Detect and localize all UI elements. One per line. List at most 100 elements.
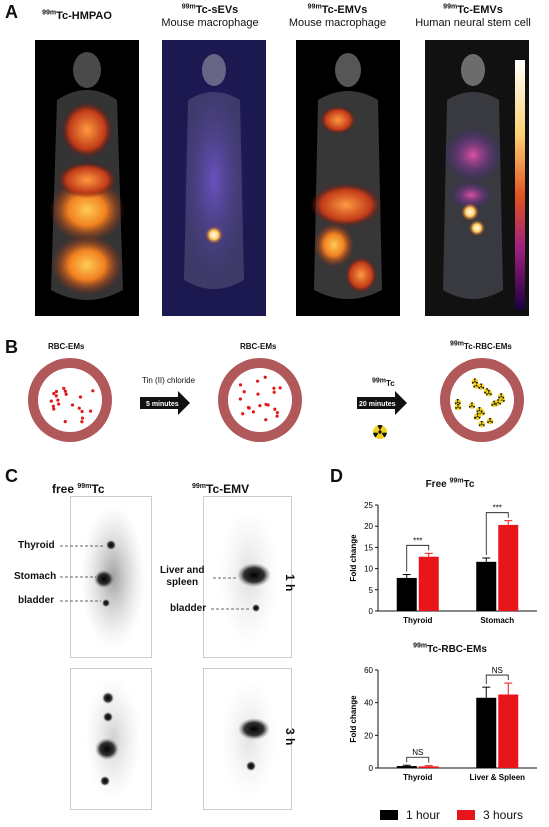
cell3-label: 99mTc-RBC-EMs xyxy=(450,340,512,351)
y-tick-label: 20 xyxy=(364,731,373,740)
bar xyxy=(498,694,519,768)
membrane-particle xyxy=(238,397,242,401)
membrane-particle xyxy=(255,379,260,383)
bar xyxy=(498,524,519,611)
significance-bracket xyxy=(485,512,509,555)
radiation-particle xyxy=(494,399,502,406)
sevs-scan-image xyxy=(162,40,266,316)
step2-time: 20 minutes xyxy=(359,401,396,408)
membrane-particle xyxy=(63,419,67,424)
y-tick-label: 0 xyxy=(369,764,374,773)
membrane-particle xyxy=(263,375,267,379)
membrane-particle xyxy=(54,389,59,394)
radiation-particle xyxy=(478,383,485,390)
free-tc-3h-image xyxy=(70,668,152,810)
membrane-particle xyxy=(52,391,56,396)
significance-bracket xyxy=(485,674,509,685)
legend-swatch-3-hours xyxy=(457,810,475,820)
y-tick-label: 25 xyxy=(364,501,373,510)
radiation-particle xyxy=(454,403,462,411)
significance-label: NS xyxy=(492,666,503,675)
membrane-particle xyxy=(275,414,279,418)
membrane-particle xyxy=(272,390,276,394)
category-label: Liver & Spleen xyxy=(469,773,525,782)
membrane-particle xyxy=(57,402,61,406)
cell1-label: RBC-EMs xyxy=(48,342,85,351)
chart-free-tc: 0 5 10 15 20 25 Fold change *** Thyroid *** Stomac… xyxy=(349,501,537,625)
significance-label: *** xyxy=(493,504,502,513)
legend-item-1-hour: 1 hour xyxy=(380,808,440,822)
col1-title: free 99mTc xyxy=(52,482,105,496)
panel-b-diagram xyxy=(28,358,524,442)
panel-b-letter: B xyxy=(5,337,18,357)
step1-time: 5 minutes xyxy=(146,401,179,408)
membrane-particle xyxy=(251,410,255,414)
panel-d-letter: D xyxy=(330,466,343,486)
col2-title: 99mTc-EMV xyxy=(192,482,250,496)
significance-bracket xyxy=(406,756,430,763)
chart1-title: Free 99mTc xyxy=(425,477,475,490)
radiation-icon xyxy=(373,424,387,439)
bar xyxy=(418,556,439,611)
membrane-particle xyxy=(63,389,67,393)
legend-swatch-1-hour xyxy=(380,810,398,820)
membrane-particle xyxy=(52,407,56,411)
membrane-particle xyxy=(242,390,246,394)
y-axis-label: Fold change xyxy=(349,695,358,743)
radiation-particle xyxy=(474,413,481,420)
membrane-particle xyxy=(78,395,83,399)
step2-reagent: 99mTc xyxy=(372,377,395,388)
y-tick-label: 0 xyxy=(369,607,374,616)
step1-reagent: Tin (II) chloride xyxy=(142,376,196,385)
category-label: Thyroid xyxy=(403,773,432,782)
membrane-particle xyxy=(77,406,81,410)
panel-a-title-4: 99mTc-EMVs Human neural stem cell xyxy=(415,3,531,29)
category-label: Stomach xyxy=(480,616,514,625)
significance-label: NS xyxy=(412,748,423,757)
bar xyxy=(476,561,497,611)
membrane-particle xyxy=(272,386,276,390)
legend-item-3-hours: 3 hours xyxy=(457,808,523,822)
y-tick-label: 40 xyxy=(364,699,373,708)
radiation-particle xyxy=(485,390,493,397)
hmpao-scan-image xyxy=(35,40,139,316)
free-tc-1h-image xyxy=(70,496,152,658)
radiation-particle xyxy=(486,417,494,425)
chart2-title: 99mTc-RBC-EMs xyxy=(413,642,487,655)
radiation-particle xyxy=(478,420,485,428)
label-liver-spleen: Liver and spleen xyxy=(160,565,205,588)
legend-label-1-hour: 1 hour xyxy=(406,808,441,822)
y-axis-label: Fold change xyxy=(349,534,358,582)
arrow-step-1 xyxy=(140,391,190,415)
membrane-particle xyxy=(80,409,84,414)
panel-c-letter: C xyxy=(5,466,18,486)
membrane-particle xyxy=(275,411,279,415)
membrane-particle xyxy=(51,404,55,408)
panel-a-letter: A xyxy=(5,2,18,22)
radiation-particle xyxy=(471,378,479,385)
membrane-particle xyxy=(49,399,53,403)
membrane-particle xyxy=(273,407,277,411)
bar xyxy=(396,577,417,611)
panel-a-title-3: 99mTc-EMVs Mouse macrophage xyxy=(288,3,387,29)
panel-a-title-2: 99mTc-sEVs Mouse macrophage xyxy=(161,3,259,29)
bar xyxy=(396,766,417,768)
label-thyroid: Thyroid xyxy=(18,540,55,551)
membrane-particle xyxy=(247,406,251,410)
legend-label-3-hours: 3 hours xyxy=(483,808,524,822)
chart-tc-rbc-ems: 0 20 40 60 Fold change NS Thyroid NS Liver & Spl… xyxy=(349,666,537,782)
membrane-particle xyxy=(54,394,58,398)
y-tick-label: 10 xyxy=(364,565,373,574)
membrane-particle xyxy=(62,386,66,390)
time-label-3h: 3 h xyxy=(283,728,297,746)
label-bladder-left: bladder xyxy=(18,595,55,606)
radiation-particle xyxy=(497,393,505,400)
membrane-particle xyxy=(258,404,262,408)
emvs-human-scan-image xyxy=(425,40,529,316)
bar xyxy=(418,766,439,768)
panel-a-title-1: 99mTc-HMPAO xyxy=(42,9,112,22)
radiation-particle xyxy=(468,402,476,409)
significance-bracket xyxy=(406,544,430,572)
membrane-particle xyxy=(278,386,282,390)
membrane-particle xyxy=(264,402,268,407)
